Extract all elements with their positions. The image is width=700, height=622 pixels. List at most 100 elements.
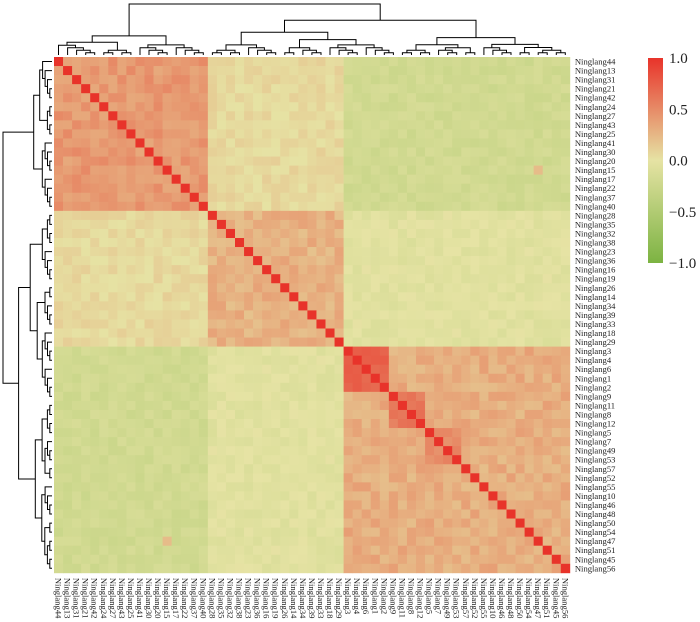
- heatmap-cell: [406, 473, 417, 483]
- heatmap-cell: [443, 93, 453, 103]
- heatmap-cell: [497, 545, 507, 556]
- heatmap-cell: [325, 319, 335, 329]
- row-label: Ninglang5: [575, 428, 611, 438]
- heatmap-cell: [343, 102, 353, 112]
- heatmap-cell: [180, 563, 191, 574]
- heatmap-cell: [533, 292, 544, 302]
- heatmap-cell: [244, 400, 254, 411]
- heatmap-cell: [171, 256, 182, 266]
- heatmap-cell: [443, 66, 453, 76]
- heatmap-cell: [388, 247, 399, 257]
- heatmap-cell: [506, 509, 516, 519]
- heatmap-cell: [81, 319, 91, 329]
- heatmap-cell: [461, 301, 471, 311]
- heatmap-cell: [370, 319, 381, 329]
- heatmap-cell: [225, 500, 236, 510]
- heatmap-cell: [90, 256, 100, 266]
- heatmap-cell: [117, 174, 127, 185]
- heatmap-cell: [253, 328, 263, 338]
- heatmap-cell: [198, 256, 209, 266]
- heatmap-cell: [253, 57, 263, 67]
- heatmap-cell: [144, 165, 154, 175]
- heatmap-cell: [515, 66, 525, 76]
- heatmap-cell: [370, 165, 381, 175]
- heatmap-cell: [244, 192, 254, 203]
- heatmap-cell: [406, 428, 417, 438]
- heatmap-cell: [216, 174, 227, 185]
- heatmap-cell: [406, 301, 417, 311]
- heatmap-cell: [379, 518, 390, 528]
- heatmap-cell: [54, 147, 64, 157]
- heatmap-cell: [235, 147, 245, 157]
- heatmap-cell: [180, 391, 191, 402]
- heatmap-cell: [560, 319, 571, 329]
- row-label: Ninglang8: [575, 409, 611, 419]
- heatmap-cell: [81, 147, 91, 157]
- heatmap-cell: [81, 428, 91, 438]
- heatmap-cell: [506, 156, 516, 166]
- heatmap-cell: [370, 409, 381, 420]
- heatmap-cell: [470, 192, 480, 203]
- heatmap-cell: [271, 500, 281, 510]
- heatmap-cell: [307, 183, 317, 194]
- heatmap-cell: [289, 111, 299, 121]
- heatmap-cell: [99, 536, 109, 547]
- heatmap-cell: [361, 382, 372, 393]
- heatmap-cell: [461, 409, 471, 420]
- heatmap-cell: [117, 527, 127, 537]
- heatmap-cell: [361, 328, 372, 338]
- heatmap-cell: [72, 509, 82, 519]
- heatmap-cell: [81, 210, 91, 221]
- heatmap-cell: [198, 201, 209, 212]
- heatmap-cell: [352, 228, 363, 239]
- heatmap-cell: [135, 283, 145, 293]
- heatmap-cell: [343, 247, 353, 257]
- heatmap-cell: [524, 156, 534, 166]
- heatmap-cell: [551, 156, 562, 166]
- heatmap-cell: [334, 138, 344, 148]
- heatmap-cell: [425, 292, 435, 302]
- heatmap-cell: [352, 319, 363, 329]
- heatmap-cell: [171, 310, 182, 320]
- heatmap-cell: [370, 138, 381, 148]
- heatmap-cell: [325, 563, 335, 574]
- heatmap-cell: [524, 174, 534, 185]
- heatmap-cell: [560, 310, 571, 320]
- heatmap-cell: [497, 228, 507, 239]
- heatmap-cell: [434, 455, 444, 465]
- heatmap-cell: [542, 201, 553, 212]
- heatmap-cell: [361, 102, 372, 112]
- heatmap-cell: [153, 265, 163, 275]
- heatmap-cell: [307, 156, 317, 166]
- heatmap-cell: [325, 328, 335, 338]
- heatmap-cell: [280, 310, 290, 320]
- heatmap-cell: [90, 238, 100, 248]
- heatmap-cell: [379, 419, 390, 429]
- heatmap-cell: [506, 319, 516, 329]
- heatmap-cell: [479, 563, 489, 574]
- heatmap-cell: [99, 256, 109, 266]
- heatmap-cell: [289, 400, 299, 411]
- heatmap-cell: [343, 210, 353, 221]
- heatmap-cell: [253, 518, 263, 528]
- heatmap-cell: [171, 228, 182, 239]
- heatmap-cell: [443, 120, 453, 130]
- heatmap-cell: [470, 57, 480, 67]
- heatmap-cell: [452, 536, 462, 547]
- column-label: Ninglang17: [171, 578, 181, 619]
- heatmap-cell: [135, 373, 145, 384]
- heatmap-cell: [253, 391, 263, 402]
- heatmap-cell: [434, 165, 444, 175]
- heatmap-cell: [443, 545, 453, 556]
- heatmap-cell: [63, 473, 73, 483]
- heatmap-cell: [334, 57, 344, 67]
- heatmap-cell: [262, 219, 272, 230]
- heatmap-cell: [379, 256, 390, 266]
- heatmap-cell: [461, 536, 471, 547]
- heatmap-cell: [434, 527, 444, 537]
- heatmap-cell: [551, 509, 562, 519]
- heatmap-cell: [479, 57, 489, 67]
- heatmap-cell: [117, 464, 127, 474]
- heatmap-cell: [425, 419, 435, 429]
- heatmap-cell: [63, 156, 73, 166]
